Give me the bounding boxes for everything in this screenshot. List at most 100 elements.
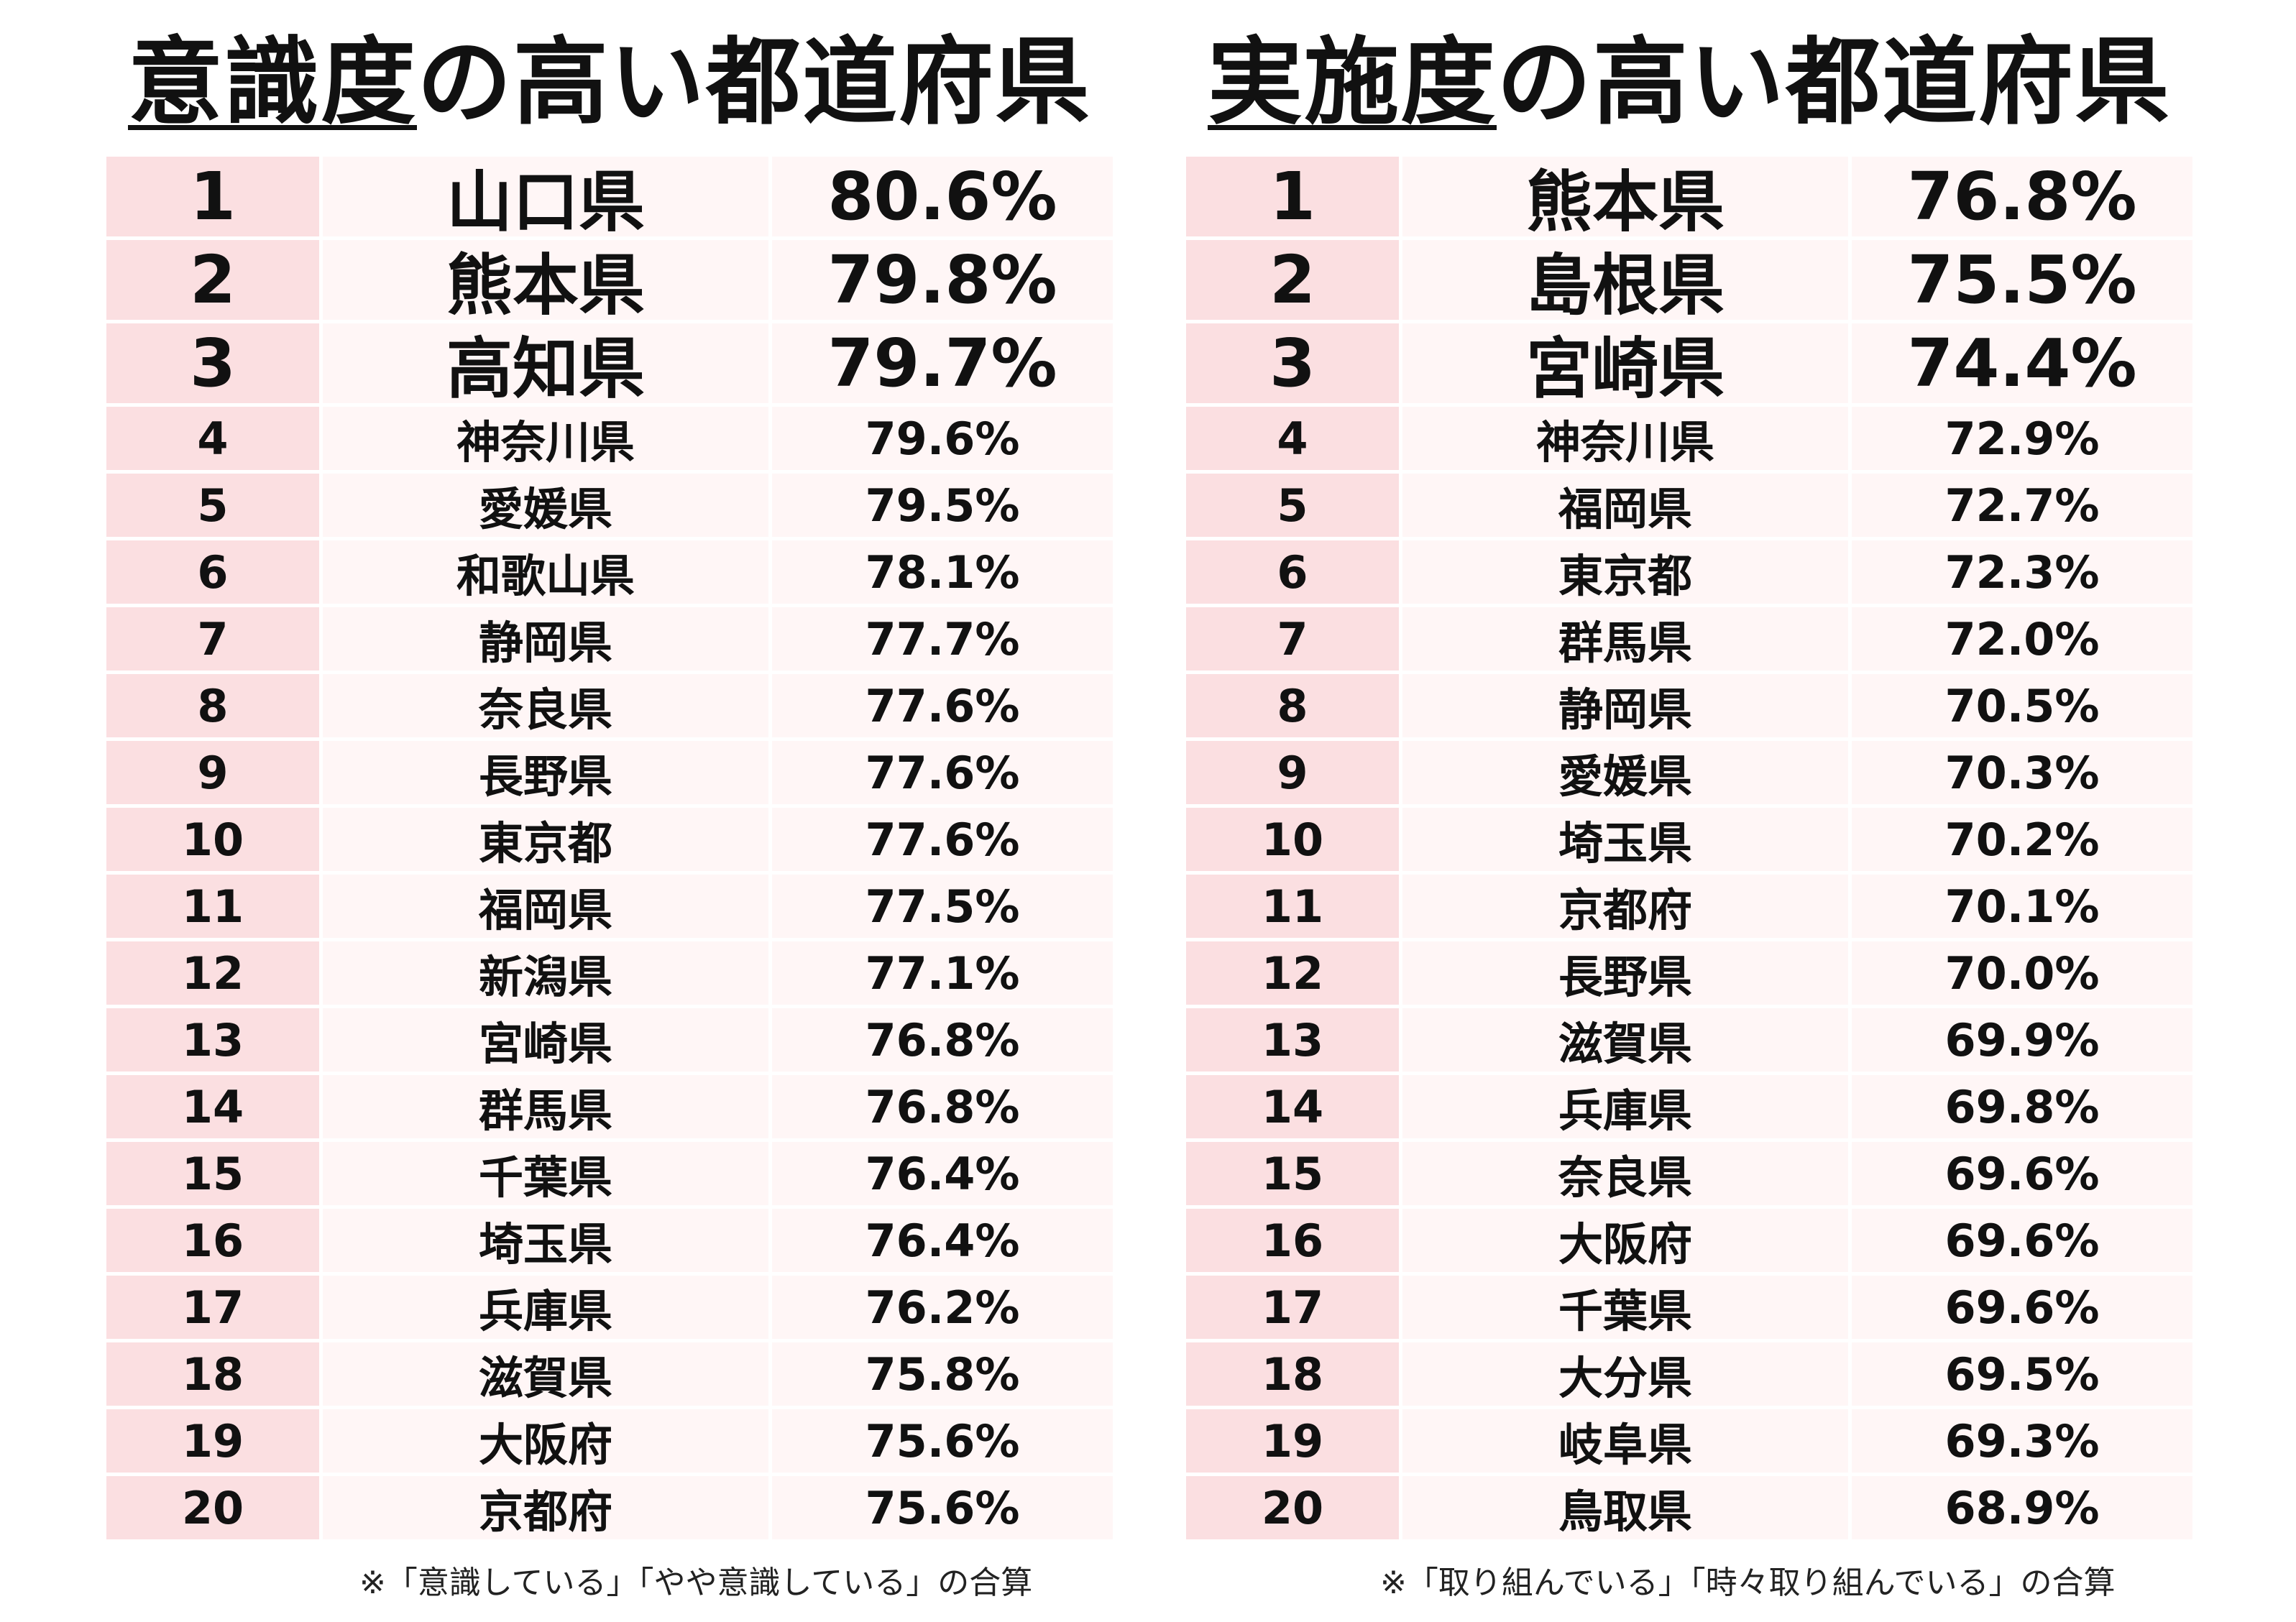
percentage-cell: 69.8%: [1852, 1075, 2192, 1138]
title-rest: の高い都道府県: [1497, 27, 2171, 138]
rank-cell: 5: [106, 474, 323, 537]
table-row: 17 千葉県 69.6%: [1186, 1276, 2192, 1342]
prefecture-cell: 新潟県: [323, 941, 772, 1005]
table-row: 3 宮崎県 74.4%: [1186, 323, 2192, 407]
table-row: 13 滋賀県 69.9%: [1186, 1008, 2192, 1075]
rank-cell: 13: [106, 1008, 323, 1072]
prefecture-cell: 熊本県: [1402, 157, 1852, 241]
table-row: 2 島根県 75.5%: [1186, 240, 2192, 324]
rank-cell: 1: [1186, 157, 1402, 236]
rank-cell: 6: [1186, 540, 1402, 604]
percentage-cell: 76.4%: [772, 1142, 1113, 1205]
percentage-cell: 69.5%: [1852, 1342, 2192, 1406]
rank-cell: 20: [106, 1476, 323, 1539]
table-row: 16 大阪府 69.6%: [1186, 1209, 2192, 1276]
rank-cell: 12: [106, 941, 323, 1005]
prefecture-cell: 熊本県: [323, 240, 772, 324]
prefecture-cell: 群馬県: [323, 1075, 772, 1138]
percentage-cell: 80.6%: [772, 157, 1113, 236]
percentage-cell: 70.2%: [1852, 808, 2192, 871]
percentage-cell: 75.8%: [772, 1342, 1113, 1406]
rank-cell: 2: [106, 240, 323, 320]
table-row: 13 宮崎県 76.8%: [106, 1008, 1113, 1075]
prefecture-cell: 奈良県: [323, 674, 772, 737]
percentage-cell: 70.3%: [1852, 741, 2192, 804]
table-row: 10 埼玉県 70.2%: [1186, 808, 2192, 875]
percentage-cell: 75.6%: [772, 1476, 1113, 1539]
table-row: 15 千葉県 76.4%: [106, 1142, 1113, 1209]
percentage-cell: 69.6%: [1852, 1142, 2192, 1205]
percentage-cell: 77.6%: [772, 741, 1113, 804]
table-row: 12 長野県 70.0%: [1186, 941, 2192, 1008]
prefecture-cell: 奈良県: [1402, 1142, 1852, 1205]
prefecture-cell: 福岡県: [1402, 474, 1852, 537]
rank-cell: 8: [106, 674, 323, 737]
title-rest: の高い都道府県: [417, 27, 1091, 138]
rank-cell: 11: [1186, 875, 1402, 938]
rank-cell: 10: [106, 808, 323, 871]
rank-cell: 13: [1186, 1008, 1402, 1072]
percentage-cell: 77.6%: [772, 808, 1113, 871]
table-row: 7 群馬県 72.0%: [1186, 607, 2192, 674]
rank-cell: 6: [106, 540, 323, 604]
table-row: 17 兵庫県 76.2%: [106, 1276, 1113, 1342]
percentage-cell: 69.3%: [1852, 1409, 2192, 1473]
percentage-cell: 77.5%: [772, 875, 1113, 938]
percentage-cell: 69.6%: [1852, 1209, 2192, 1272]
rank-cell: 9: [1186, 741, 1402, 804]
prefecture-cell: 宮崎県: [1402, 323, 1852, 407]
table-row: 9 愛媛県 70.3%: [1186, 741, 2192, 808]
table-row: 7 静岡県 77.7%: [106, 607, 1113, 674]
practice-ranking-table: 1 熊本県 76.8% 2 島根県 75.5% 3 宮崎県 74.4% 4 神奈川県 72.9% 5 福岡…: [1186, 157, 2192, 1539]
table-row: 8 奈良県 77.6%: [106, 674, 1113, 741]
prefecture-cell: 岐阜県: [1402, 1409, 1852, 1473]
awareness-ranking-title: 意識度の高い都道府県: [106, 29, 1113, 137]
rank-cell: 16: [106, 1209, 323, 1272]
rank-cell: 1: [106, 157, 323, 236]
prefecture-cell: 京都府: [1402, 875, 1852, 938]
percentage-cell: 76.4%: [772, 1209, 1113, 1272]
table-row: 20 京都府 75.6%: [106, 1476, 1113, 1539]
prefecture-cell: 愛媛県: [1402, 741, 1852, 804]
percentage-cell: 69.6%: [1852, 1276, 2192, 1339]
rank-cell: 20: [1186, 1476, 1402, 1539]
practice-ranking-title: 実施度の高い都道府県: [1186, 29, 2192, 137]
rank-cell: 15: [1186, 1142, 1402, 1205]
rank-cell: 16: [1186, 1209, 1402, 1272]
table-row: 20 鳥取県 68.9%: [1186, 1476, 2192, 1539]
rank-cell: 15: [106, 1142, 323, 1205]
rank-cell: 19: [1186, 1409, 1402, 1473]
percentage-cell: 75.5%: [1852, 240, 2192, 320]
awareness-ranking-table: 1 山口県 80.6% 2 熊本県 79.8% 3 高知県 79.7% 4 神奈川県 79.6% 5 愛媛…: [106, 157, 1113, 1539]
table-row: 4 神奈川県 72.9%: [1186, 407, 2192, 474]
table-row: 6 和歌山県 78.1%: [106, 540, 1113, 607]
percentage-cell: 69.9%: [1852, 1008, 2192, 1072]
rank-cell: 10: [1186, 808, 1402, 871]
percentage-cell: 68.9%: [1852, 1476, 2192, 1539]
rank-cell: 14: [106, 1075, 323, 1138]
percentage-cell: 70.5%: [1852, 674, 2192, 737]
rank-cell: 5: [1186, 474, 1402, 537]
table-row: 19 大阪府 75.6%: [106, 1409, 1113, 1476]
rank-cell: 4: [1186, 407, 1402, 470]
rank-cell: 9: [106, 741, 323, 804]
prefecture-cell: 高知県: [323, 323, 772, 407]
rank-cell: 18: [106, 1342, 323, 1406]
prefecture-cell: 滋賀県: [323, 1342, 772, 1406]
table-row: 11 福岡県 77.5%: [106, 875, 1113, 941]
prefecture-cell: 埼玉県: [323, 1209, 772, 1272]
percentage-cell: 76.8%: [772, 1008, 1113, 1072]
rank-cell: 19: [106, 1409, 323, 1473]
rank-cell: 2: [1186, 240, 1402, 320]
percentage-cell: 70.0%: [1852, 941, 2192, 1005]
percentage-cell: 77.1%: [772, 941, 1113, 1005]
prefecture-cell: 大阪府: [1402, 1209, 1852, 1272]
rank-cell: 12: [1186, 941, 1402, 1005]
percentage-cell: 77.6%: [772, 674, 1113, 737]
prefecture-cell: 山口県: [323, 157, 772, 241]
prefecture-cell: 兵庫県: [1402, 1075, 1852, 1138]
rank-cell: 17: [1186, 1276, 1402, 1339]
prefecture-cell: 福岡県: [323, 875, 772, 938]
table-row: 6 東京都 72.3%: [1186, 540, 2192, 607]
rank-cell: 14: [1186, 1075, 1402, 1138]
